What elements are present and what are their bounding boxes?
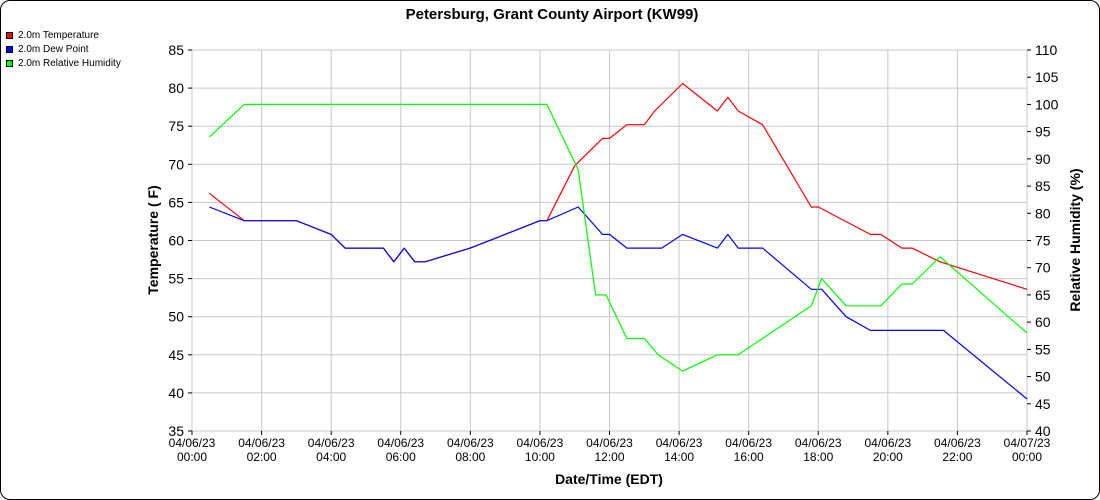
y-axis-label: Temperature ( F) [145,185,161,294]
y-tick-label: 40 [168,385,184,401]
x-tick-label: 16:00 [734,450,764,464]
x-tick-label: 20:00 [873,450,903,464]
x-tick-label: 00:00 [177,450,207,464]
chart-title: Petersburg, Grant County Airport (KW99) [406,6,699,23]
x-tick-label: 04/06/23 [308,436,355,450]
y-tick-label: 35 [168,423,184,439]
y2-tick-label: 60 [1035,314,1051,330]
x-tick-label: 06:00 [386,450,416,464]
y2-tick-label: 85 [1035,178,1051,194]
y2-tick-label: 75 [1035,233,1051,249]
legend-swatch-green [6,59,13,67]
y-tick-label: 50 [168,309,184,325]
x-tick-label: 00:00 [1012,450,1042,464]
y-tick-label: 75 [168,118,184,134]
y-tick-label: 80 [168,80,184,96]
y2-axis-ticks: 40 45 50 55 60 65 70 75 80 85 90 95 100 105 110 [1027,42,1059,439]
x-tick-label: 04/06/23 [586,436,633,450]
y2-axis-label: Relative Humidity (%) [1067,168,1083,311]
y2-tick-label: 90 [1035,151,1051,167]
y2-tick-label: 80 [1035,205,1051,221]
legend-label: 2.0m Temperature [18,29,99,41]
y-tick-label: 45 [168,347,184,363]
legend-swatch-blue [6,45,13,53]
x-tick-label: 18:00 [803,450,833,464]
y-tick-label: 60 [168,233,184,249]
y-tick-label: 70 [168,156,184,172]
x-tick-label: 10:00 [525,450,555,464]
y2-tick-label: 100 [1035,96,1059,112]
series-line-2-0m-temperature [209,82,1028,290]
legend-label: 2.0m Dew Point [18,43,89,55]
x-tick-label: 04/06/23 [864,436,911,450]
y2-tick-label: 55 [1035,341,1051,357]
series-line-2-0m-relative-humidity [208,103,1028,372]
x-tick-label: 08:00 [455,450,485,464]
x-axis-label: Date/Time (EDT) [555,471,663,487]
y-tick-label: 65 [168,194,184,210]
y2-tick-label: 40 [1035,423,1051,439]
series-line-2-0m-dew-point [209,206,1028,400]
x-tick-label: 12:00 [594,450,624,464]
y2-tick-label: 70 [1035,260,1051,276]
x-tick-label: 04/06/23 [517,436,564,450]
y2-tick-label: 65 [1035,287,1051,303]
x-tick-label: 04/07/23 [1004,436,1051,450]
x-tick-label: 04/06/23 [934,436,981,450]
legend-item-dew-point: 2.0m Dew Point [6,42,121,56]
series-lines [208,82,1028,400]
y-tick-label: 55 [168,271,184,287]
legend-label: 2.0m Relative Humidity [18,57,121,69]
x-tick-label: 04/06/23 [725,436,772,450]
y2-tick-label: 50 [1035,369,1051,385]
x-tick-label: 04:00 [316,450,346,464]
legend-item-temperature: 2.0m Temperature [6,28,121,42]
y2-tick-label: 110 [1035,42,1058,58]
legend-item-relative-humidity: 2.0m Relative Humidity [6,56,121,70]
y2-tick-label: 105 [1035,69,1059,85]
x-tick-label: 02:00 [247,450,277,464]
x-tick-label: 04/06/23 [169,436,216,450]
x-tick-label: 14:00 [664,450,694,464]
legend-swatch-red [6,31,13,39]
y-tick-label: 85 [168,42,184,58]
x-tick-label: 04/06/23 [656,436,703,450]
y2-tick-label: 45 [1035,396,1051,412]
x-tick-label: 04/06/23 [377,436,424,450]
legend: 2.0m Temperature 2.0m Dew Point 2.0m Rel… [6,28,121,70]
x-axis-ticks: 04/06/2300:0004/06/2302:0004/06/2304:000… [169,431,1051,464]
x-tick-label: 22:00 [942,450,972,464]
grid-lines [191,49,1028,432]
y-axis-ticks: 35 40 45 50 55 60 65 70 75 80 85 [168,42,192,439]
x-tick-label: 04/06/23 [447,436,494,450]
y2-tick-label: 95 [1035,124,1051,140]
x-tick-label: 04/06/23 [238,436,285,450]
x-tick-label: 04/06/23 [795,436,842,450]
